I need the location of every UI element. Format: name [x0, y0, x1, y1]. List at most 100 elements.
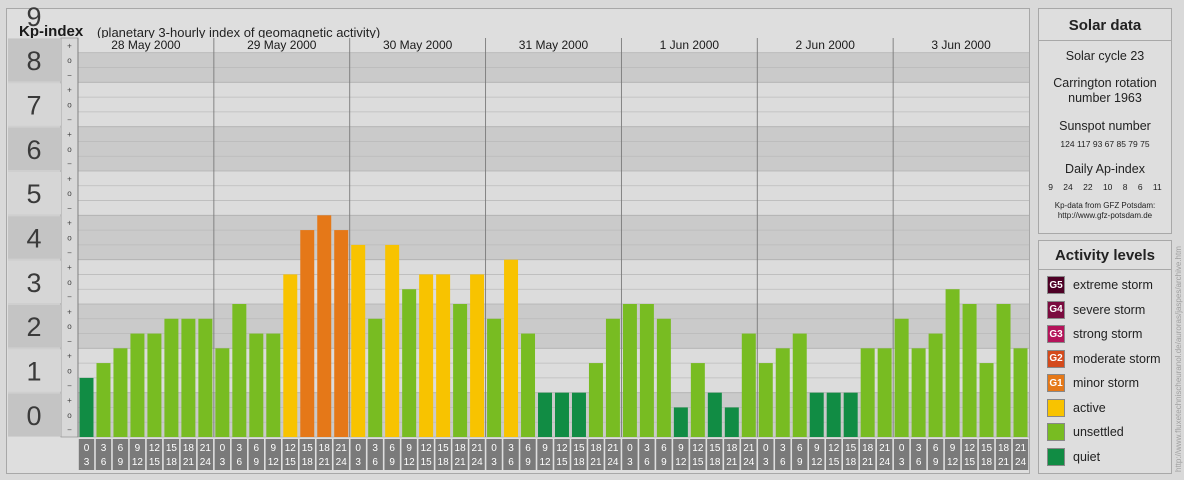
kp-bar — [962, 304, 977, 437]
activity-swatch — [1047, 447, 1065, 466]
kp-bar — [571, 392, 586, 437]
interval-box — [690, 439, 706, 470]
y-minor-label: − — [67, 426, 72, 435]
day-label: 28 May 2000 — [111, 38, 181, 52]
interval-end-label: 18 — [981, 457, 993, 468]
interval-end-label: 6 — [237, 457, 243, 468]
interval-end-label: 3 — [220, 457, 226, 468]
interval-start-label: 3 — [372, 443, 378, 454]
interval-start-label: 3 — [916, 443, 922, 454]
interval-start-label: 21 — [607, 443, 619, 454]
y-minor-label: − — [67, 248, 72, 257]
kp-bar — [215, 348, 230, 437]
solar-data-title: Solar data — [1039, 17, 1171, 41]
kp-bar — [843, 392, 858, 437]
kp-bar — [504, 259, 519, 437]
interval-end-label: 12 — [539, 457, 551, 468]
interval-end-label: 21 — [862, 457, 874, 468]
interval-start-label: 0 — [220, 443, 226, 454]
kp-label-band-7 — [8, 83, 61, 126]
interval-start-label: 12 — [421, 443, 433, 454]
interval-start-label: 3 — [101, 443, 107, 454]
interval-start-label: 15 — [709, 443, 721, 454]
activity-label: moderate storm — [1073, 351, 1161, 366]
interval-box — [758, 439, 774, 470]
interval-box — [724, 439, 740, 470]
interval-start-label: 18 — [590, 443, 602, 454]
interval-start-label: 0 — [763, 443, 769, 454]
interval-end-label: 3 — [627, 457, 633, 468]
activity-level-strong-storm: G3 strong storm — [1047, 324, 1142, 344]
interval-start-label: 12 — [556, 443, 568, 454]
interval-box — [707, 439, 723, 470]
activity-level-active: active — [1047, 398, 1106, 418]
interval-start-label: 9 — [135, 443, 141, 454]
y-minor-label: − — [67, 115, 72, 124]
interval-start-label: 0 — [355, 443, 361, 454]
kp-label-band-4 — [8, 216, 61, 259]
interval-end-label: 12 — [132, 457, 144, 468]
interval-start-label: 12 — [964, 443, 976, 454]
interval-end-label: 12 — [268, 457, 280, 468]
kp-bar — [724, 407, 739, 437]
kp-bar — [96, 363, 111, 437]
solar-data-panel: Solar data Solar cycle 23 Carrington rot… — [1038, 8, 1172, 234]
kp-bar — [758, 363, 773, 437]
interval-box — [995, 439, 1012, 470]
interval-end-label: 24 — [472, 457, 484, 468]
interval-box — [197, 439, 214, 470]
interval-start-label: 9 — [542, 443, 548, 454]
interval-end-label: 24 — [1015, 457, 1027, 468]
interval-end-label: 18 — [302, 457, 314, 468]
ap-values: 9 24 22 10 8 6 11 — [1048, 182, 1162, 192]
y-minor-label: o — [67, 234, 72, 243]
interval-end-label: 9 — [254, 457, 260, 468]
day-label: 31 May 2000 — [519, 38, 589, 52]
interval-end-label: 3 — [763, 457, 769, 468]
carrington-line2: number 1963 — [1068, 91, 1142, 105]
interval-end-label: 9 — [389, 457, 395, 468]
kp-bar — [928, 333, 943, 437]
interval-box — [146, 439, 163, 470]
activity-swatch: G1 — [1047, 374, 1065, 392]
y-minor-label: − — [67, 204, 72, 213]
kp-bar — [979, 363, 994, 437]
interval-box — [265, 439, 281, 470]
kp-bar — [334, 230, 349, 437]
sunspot-values: 124 117 93 67 85 79 75 — [1060, 139, 1150, 149]
interval-box — [775, 439, 791, 470]
y-minor-label: o — [67, 278, 72, 287]
interval-start-label: 15 — [981, 443, 993, 454]
day-label: 29 May 2000 — [247, 38, 317, 52]
kp-label-band-8 — [8, 39, 61, 82]
kp-bar — [436, 274, 451, 437]
interval-start-label: 3 — [237, 443, 243, 454]
interval-start-label: 6 — [254, 443, 260, 454]
ap-label: Daily Ap-index — [1065, 162, 1145, 176]
day-label: 30 May 2000 — [383, 38, 453, 52]
interval-end-label: 15 — [149, 457, 161, 468]
kp-bar — [996, 304, 1011, 437]
interval-start-label: 15 — [438, 443, 450, 454]
kp-bar — [741, 333, 756, 437]
interval-box — [367, 439, 383, 470]
activity-label: extreme storm — [1073, 278, 1153, 292]
kp-bar — [639, 304, 654, 437]
activity-level-unsettled: unsettled — [1047, 422, 1124, 442]
y-minor-label: + — [67, 41, 72, 50]
kp-bar — [470, 274, 485, 437]
kp-bar — [622, 304, 637, 437]
interval-end-label: 9 — [661, 457, 667, 468]
interval-box — [792, 439, 808, 470]
interval-box — [1012, 439, 1029, 470]
interval-end-label: 6 — [916, 457, 922, 468]
interval-box — [248, 439, 265, 470]
kp-bar — [402, 289, 417, 437]
kp-bar — [605, 318, 620, 437]
interval-end-label: 3 — [355, 457, 361, 468]
kp-bar — [113, 348, 128, 437]
interval-start-label: 15 — [845, 443, 857, 454]
interval-box — [180, 439, 197, 470]
kp-bar — [809, 392, 824, 437]
kp-bar — [385, 244, 400, 437]
